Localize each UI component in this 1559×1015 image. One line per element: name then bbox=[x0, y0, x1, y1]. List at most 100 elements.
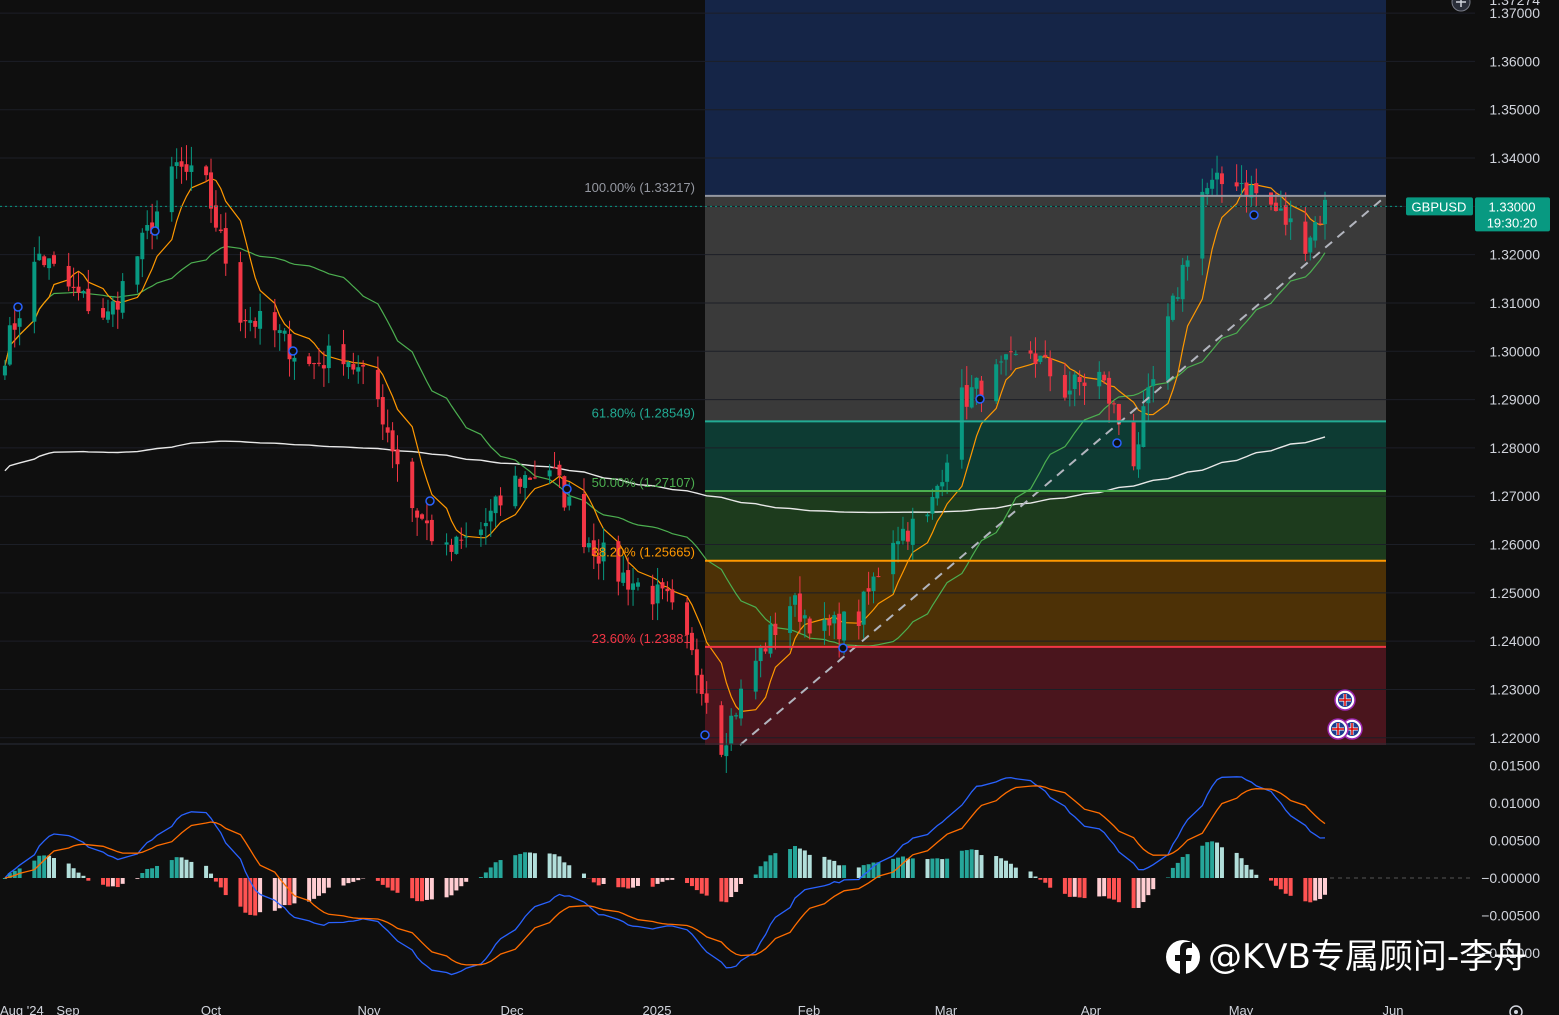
candle-body bbox=[1200, 191, 1205, 259]
histogram-bar bbox=[464, 878, 469, 882]
candle-body bbox=[1151, 379, 1156, 387]
candle-body bbox=[1234, 182, 1239, 187]
histogram-bar bbox=[51, 858, 56, 878]
histogram-bar bbox=[694, 878, 699, 891]
price-tick-label: 1.37000 bbox=[1489, 5, 1540, 21]
candle-body bbox=[351, 364, 356, 370]
candle-body bbox=[871, 576, 876, 592]
histogram-bar bbox=[1273, 878, 1278, 886]
candle-body bbox=[326, 345, 331, 369]
histogram-bar bbox=[655, 878, 660, 884]
candle-body bbox=[1082, 382, 1087, 386]
price-tag-value: 1.33000 bbox=[1489, 199, 1536, 214]
candle-body bbox=[17, 318, 22, 327]
candle-body bbox=[258, 310, 263, 329]
histogram-bar bbox=[567, 865, 572, 878]
candle-body bbox=[635, 582, 640, 587]
histogram-bar bbox=[155, 865, 160, 878]
histogram-bar bbox=[699, 878, 704, 894]
candle-body bbox=[179, 161, 184, 167]
histogram-bar bbox=[635, 878, 640, 886]
histogram-bar bbox=[822, 856, 827, 878]
price-tick-label: 1.35000 bbox=[1489, 102, 1540, 118]
histogram-bar bbox=[1111, 878, 1116, 900]
histogram-bar bbox=[1097, 878, 1102, 897]
settings-icon[interactable] bbox=[1509, 1005, 1523, 1015]
histogram-bar bbox=[1303, 878, 1308, 902]
candle-body bbox=[631, 583, 636, 590]
histogram-bar bbox=[969, 849, 974, 878]
candle-body bbox=[341, 344, 346, 365]
histogram-bar bbox=[547, 853, 552, 878]
candle-body bbox=[287, 334, 292, 360]
histogram-bar bbox=[37, 855, 42, 878]
candle-body bbox=[1249, 185, 1254, 198]
histogram-bar bbox=[739, 878, 744, 884]
candle-body bbox=[1254, 183, 1259, 194]
candle-body bbox=[685, 602, 690, 635]
candle-body bbox=[282, 330, 287, 334]
histogram-bar bbox=[326, 878, 331, 888]
histogram-bar bbox=[488, 867, 493, 878]
histogram-bar bbox=[307, 878, 312, 902]
histogram-bar bbox=[420, 878, 425, 902]
candle-body bbox=[429, 519, 434, 542]
histogram-bar bbox=[346, 878, 351, 884]
candle-body bbox=[135, 256, 140, 285]
histogram-bar bbox=[802, 850, 807, 878]
signal-line bbox=[4, 785, 1326, 966]
histogram-bar bbox=[601, 878, 606, 885]
candle-body bbox=[1116, 404, 1121, 425]
candle-body bbox=[532, 477, 537, 479]
histogram-bar bbox=[174, 857, 179, 878]
candle-body bbox=[513, 475, 518, 507]
candle-body bbox=[974, 377, 979, 389]
candle-body bbox=[699, 674, 704, 694]
add-icon[interactable] bbox=[1451, 0, 1471, 12]
histogram-bar bbox=[621, 878, 626, 888]
candle-body bbox=[444, 542, 449, 545]
histogram-bar bbox=[1033, 876, 1038, 878]
histogram-bar bbox=[959, 850, 964, 878]
histogram-bar bbox=[282, 878, 287, 906]
histogram-bar bbox=[1043, 878, 1048, 883]
candle-body bbox=[1062, 375, 1067, 398]
candle-body bbox=[1146, 387, 1151, 404]
candle-body bbox=[910, 518, 915, 545]
candle-body bbox=[1205, 188, 1210, 195]
price-tick-label: 1.25000 bbox=[1489, 585, 1540, 601]
price-tick-label: 1.26000 bbox=[1489, 537, 1540, 553]
histogram-bar bbox=[856, 867, 861, 878]
candle-body bbox=[930, 496, 935, 514]
oscillator-axis: 0.01500 0.01000 0.00500 −0.00000 −0.00500 −0.… bbox=[1481, 758, 1540, 962]
histogram-bar bbox=[321, 878, 326, 894]
candle-body bbox=[32, 261, 37, 322]
candle-body bbox=[204, 166, 209, 176]
candle-body bbox=[979, 380, 984, 400]
candle-body bbox=[223, 228, 228, 264]
candle-body bbox=[616, 541, 621, 582]
histogram-bar bbox=[581, 873, 586, 878]
histogram-bar bbox=[429, 878, 434, 900]
histogram-bar bbox=[650, 878, 655, 887]
time-tick-label: Dec bbox=[500, 1003, 524, 1015]
histogram-bar bbox=[910, 858, 915, 878]
session-marker bbox=[150, 226, 160, 236]
candle-body bbox=[105, 311, 110, 320]
histogram-bar bbox=[797, 848, 802, 878]
histogram-bar bbox=[871, 862, 876, 878]
candle-body bbox=[1008, 351, 1013, 353]
candle-body bbox=[837, 613, 842, 640]
candle-body bbox=[586, 543, 591, 548]
histogram-bar bbox=[1180, 856, 1185, 878]
candle-body bbox=[169, 166, 174, 213]
symbol-tag bbox=[1406, 197, 1473, 216]
candle-body bbox=[704, 693, 709, 703]
histogram-bar bbox=[47, 855, 52, 878]
fib-zone bbox=[705, 421, 1386, 492]
histogram-bar bbox=[493, 862, 498, 878]
histogram-bar bbox=[685, 878, 690, 884]
candle-body bbox=[945, 462, 950, 482]
candle-body bbox=[788, 606, 793, 633]
